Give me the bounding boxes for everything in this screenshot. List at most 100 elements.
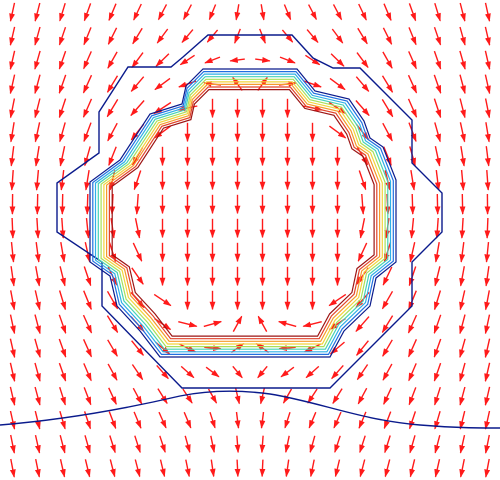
contour-ring (111, 88, 375, 337)
contour-ring (103, 81, 383, 345)
field-arrow (484, 338, 491, 359)
field-arrow (181, 29, 194, 44)
field-arrow (357, 242, 368, 262)
field-arrow (58, 50, 67, 70)
field-arrow (356, 340, 369, 356)
field-arrow (382, 363, 393, 381)
field-arrow (382, 51, 393, 69)
field-arrow (204, 345, 222, 351)
field-arrow (83, 3, 92, 22)
field-arrow (107, 363, 118, 381)
field-arrow (232, 315, 243, 332)
field-arrow (107, 339, 118, 357)
field-arrow (83, 51, 92, 70)
field-arrow (282, 388, 293, 404)
inner-contour-rings (89, 68, 397, 358)
field-arrow (305, 365, 320, 379)
field-arrow (132, 27, 143, 45)
field-arrow (259, 411, 266, 429)
field-arrow (357, 27, 368, 45)
field-arrow (484, 170, 491, 191)
field-arrow (281, 29, 294, 43)
field-arrow (459, 362, 466, 382)
field-arrow (484, 458, 491, 478)
field-arrow (154, 77, 171, 91)
field-arrow (59, 170, 66, 191)
field-arrow (434, 2, 441, 22)
field-arrow (59, 217, 66, 239)
field-arrow (9, 338, 16, 359)
field-arrow (434, 386, 441, 406)
field-arrow (234, 411, 241, 429)
outer-contour (56, 34, 443, 389)
field-arrow (106, 99, 119, 118)
field-arrow (383, 411, 392, 430)
field-arrow (257, 315, 268, 332)
vector-field-arrows (9, 2, 491, 478)
field-arrow (280, 366, 295, 378)
field-arrow (34, 169, 41, 191)
field-arrow (9, 386, 16, 406)
field-arrow (108, 146, 117, 167)
field-arrow (309, 435, 316, 454)
field-arrow (334, 459, 341, 478)
field-arrow (459, 98, 466, 119)
field-arrow (209, 435, 216, 454)
field-arrow (459, 458, 466, 478)
field-arrow (178, 321, 198, 328)
field-arrow (34, 145, 41, 167)
field-arrow (328, 125, 347, 139)
field-arrow (484, 266, 491, 287)
field-arrow (230, 343, 245, 353)
field-arrow (156, 364, 169, 380)
field-arrow (229, 57, 245, 63)
field-arrow (407, 74, 418, 94)
field-arrow (59, 146, 66, 167)
field-arrow (34, 74, 41, 95)
field-arrow (329, 77, 346, 91)
field-arrow (382, 122, 393, 142)
field-arrow (384, 435, 391, 454)
field-arrow (83, 122, 92, 143)
field-arrow (107, 27, 118, 45)
field-arrow (359, 435, 366, 454)
field-arrow (334, 435, 341, 453)
field-arrow (408, 411, 417, 430)
field-arrow (159, 435, 166, 453)
field-arrow (209, 459, 216, 478)
field-arrow (9, 217, 16, 239)
field-arrow (34, 458, 41, 478)
field-arrow (484, 26, 491, 46)
field-arrow (303, 80, 322, 88)
field-arrow (284, 411, 291, 429)
field-arrow (409, 242, 416, 263)
field-arrow (82, 74, 93, 94)
field-arrow (9, 50, 16, 71)
field-arrow (383, 387, 392, 405)
field-arrow (408, 27, 417, 46)
field-arrow (108, 3, 117, 22)
field-arrow (109, 170, 116, 191)
field-arrow (134, 218, 141, 239)
field-arrow (203, 320, 223, 328)
field-arrow (59, 411, 66, 430)
contour-ring (97, 76, 389, 350)
field-arrow (331, 28, 344, 44)
contour-ring (100, 78, 386, 348)
field-arrow (184, 459, 191, 478)
field-arrow (83, 290, 92, 311)
field-arrow (259, 28, 266, 44)
field-arrow (307, 388, 318, 404)
field-arrow (355, 76, 370, 92)
field-arrow (9, 74, 16, 95)
field-arrow (130, 100, 145, 117)
field-arrow (255, 57, 271, 63)
field-arrow (107, 51, 118, 69)
field-arrow (34, 2, 41, 22)
field-arrow (407, 339, 418, 358)
field-arrow (9, 170, 16, 191)
field-arrow (184, 435, 191, 454)
field-arrow (484, 242, 491, 263)
field-arrow (434, 266, 441, 287)
field-arrow (130, 76, 145, 92)
